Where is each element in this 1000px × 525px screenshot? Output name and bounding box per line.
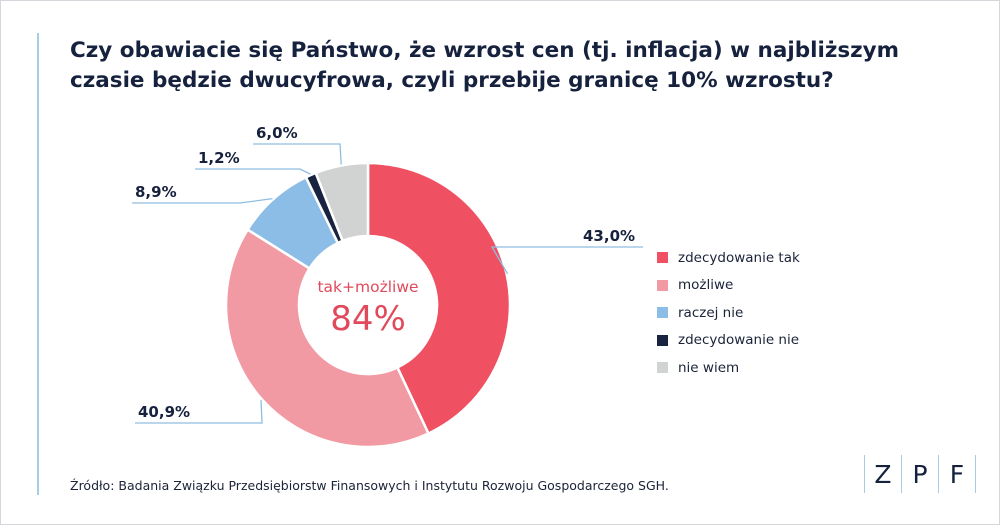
value-label-mo-liwe: 40,9% (138, 403, 190, 421)
leader-line-nie-wiem (253, 143, 342, 165)
zpf-logo: Z P F (864, 455, 976, 493)
chart-title-line-1: Czy obawiacie się Państwo, że wzrost cen… (70, 38, 900, 63)
legend-item-mo-liwe: możliwe (657, 272, 800, 300)
legend-swatch (657, 334, 668, 346)
legend-swatch (657, 252, 668, 264)
legend-label: zdecydowanie tak (678, 249, 800, 266)
legend-swatch (657, 307, 668, 319)
legend-label: raczej nie (678, 304, 744, 321)
source-note: Źródło: Badania Związku Przedsiębiorstw … (70, 478, 669, 493)
logo-letter-f: F (949, 459, 965, 489)
donut-slices (224, 161, 512, 449)
value-label-zdecydowanie-tak: 43,0% (583, 227, 635, 245)
leader-line-raczej-nie (132, 197, 273, 204)
legend-label: możliwe (678, 277, 734, 294)
legend-item-zdecydowanie-nie: zdecydowanie nie (657, 327, 800, 355)
legend-item-zdecydowanie-tak: zdecydowanie tak (657, 244, 800, 272)
logo-letter-z: Z (874, 459, 892, 489)
leader-line-mo-liwe (135, 399, 263, 424)
chart-title-line-2: czasie będzie dwucyfrowa, czyli przebije… (70, 68, 834, 93)
accent-line (37, 33, 39, 495)
legend: zdecydowanie tak możliwe raczej nie zdecydo… (657, 244, 800, 382)
center-label: tak+możliwe (317, 278, 418, 296)
leader-line-zdecydowanie-nie (195, 168, 311, 175)
center-value: 84% (330, 299, 406, 339)
legend-item-nie-wiem: nie wiem (657, 354, 800, 382)
logo-divider (975, 455, 976, 493)
legend-label: zdecydowanie nie (678, 332, 800, 349)
logo-divider (864, 455, 865, 493)
logo-divider (938, 455, 939, 493)
value-labels: 43,0% 40,9% 8,9% 1,2% 6,0% (135, 124, 635, 421)
leader-line-zdecydowanie-tak (490, 246, 643, 275)
value-label-zdecydowanie-nie: 1,2% (198, 149, 240, 167)
slice-nie-wiem (314, 161, 370, 243)
logo-letter-p: P (912, 459, 928, 489)
slice-zdecydowanie-tak (366, 161, 512, 435)
legend-swatch (657, 279, 668, 291)
value-label-raczej-nie: 8,9% (135, 183, 177, 201)
legend-label: nie wiem (678, 359, 740, 376)
legend-swatch (657, 362, 668, 374)
logo-divider (901, 455, 902, 493)
slice-mo-liwe (224, 228, 430, 449)
leader-lines (132, 143, 643, 424)
value-label-nie-wiem: 6,0% (256, 124, 298, 142)
legend-item-raczej-nie: raczej nie (657, 299, 800, 327)
chart-title: Czy obawiacie się Państwo, że wzrost cen… (70, 36, 970, 96)
